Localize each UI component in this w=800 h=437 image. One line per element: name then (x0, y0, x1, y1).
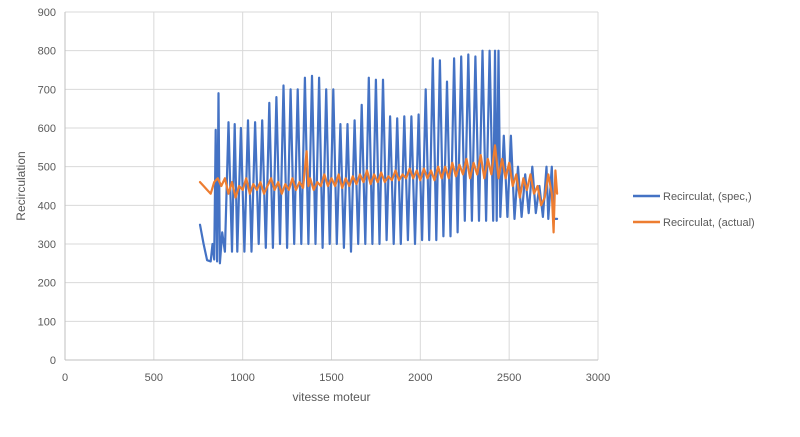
x-tick-label: 0 (62, 372, 68, 384)
y-tick-label: 400 (38, 200, 56, 212)
x-tick-label: 1000 (230, 372, 254, 384)
series-line-0 (198, 49, 559, 265)
y-tick-label: 300 (38, 239, 56, 251)
legend-label: Recirculat, (actual) (663, 217, 755, 229)
x-tick-label: 3000 (586, 372, 610, 384)
x-tick-label: 2000 (408, 372, 432, 384)
y-tick-label: 0 (50, 355, 56, 367)
y-tick-label: 700 (38, 84, 56, 96)
legend: Recirculat, (spec,) Recirculat, (actual) (633, 191, 755, 229)
y-tick-label: 900 (38, 7, 56, 19)
legend-label: Recirculat, (spec,) (663, 191, 752, 203)
y-tick-label: 100 (38, 316, 56, 328)
x-axis-title: vitesse moteur (292, 390, 370, 404)
x-tick-label: 2500 (497, 372, 521, 384)
y-tick-label: 600 (38, 123, 56, 135)
y-axis-title: Recirculation (14, 151, 28, 220)
series-lines (198, 49, 559, 265)
y-tick-label: 200 (38, 278, 56, 290)
series-line-1 (198, 144, 559, 234)
axes: 0 100 200 300 400 500 600 700 800 900 0 500 1000 1500… (38, 7, 611, 384)
x-tick-label: 500 (145, 372, 163, 384)
y-tick-label: 800 (38, 46, 56, 58)
x-tick-label: 1500 (319, 372, 343, 384)
y-tick-label: 500 (38, 162, 56, 174)
